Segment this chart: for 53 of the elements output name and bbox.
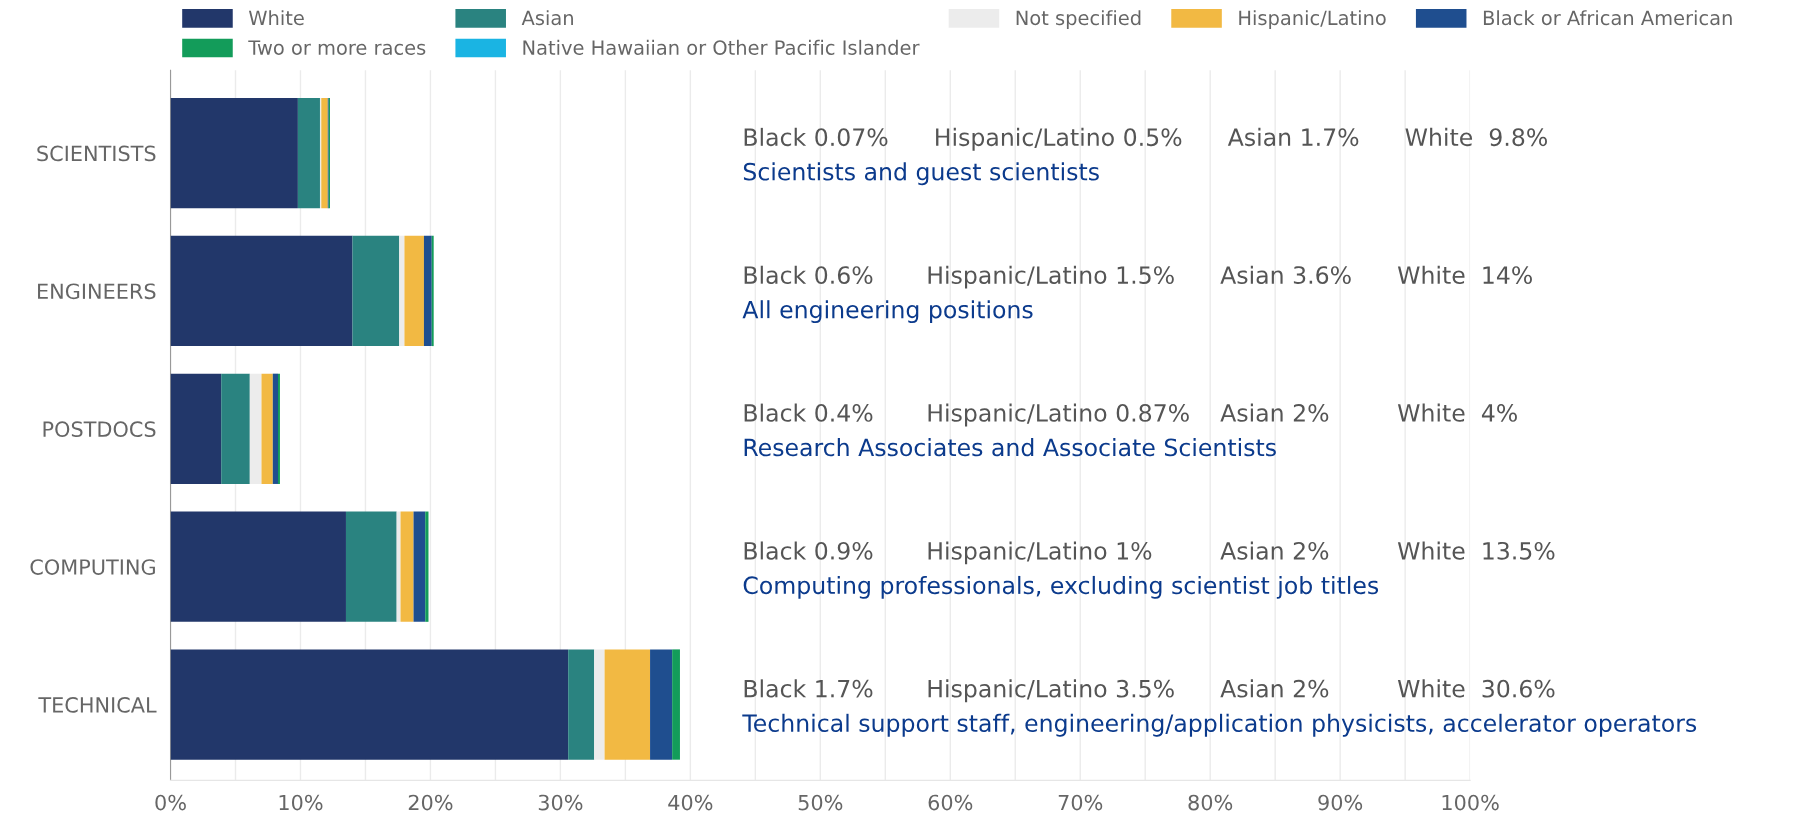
bar — [425, 511, 429, 622]
x-tick-label: 50% — [798, 794, 843, 811]
bar — [321, 97, 328, 209]
annotation: Black 1.7% Hispanic/Latino 3.5% Asian 2% White 30.6% Technical support staff, engineering/application physicists, accelerator operators — [742, 679, 1697, 737]
bar — [423, 235, 432, 347]
x-tick-label: 70% — [1058, 794, 1103, 811]
bar — [297, 97, 320, 209]
y-tick-label: COMPUTING — [30, 559, 155, 575]
bar — [672, 649, 680, 760]
bar — [221, 373, 250, 484]
x-tick-label: 30% — [538, 794, 583, 811]
x-tick-label: 80% — [1188, 794, 1233, 811]
bar — [170, 511, 346, 622]
x-tick-label: 60% — [928, 794, 973, 811]
bar — [352, 235, 400, 347]
y-tick-label: TECHNICAL — [38, 697, 157, 713]
bar — [400, 511, 414, 622]
bar — [261, 373, 273, 484]
bar — [594, 649, 605, 760]
legend-label: White — [248, 10, 304, 26]
bar — [345, 511, 397, 622]
annotation: Black 0.4% Hispanic/Latino 0.87% Asian 2% White 4% Research Associates and Associate Scientists — [744, 403, 1517, 457]
legend-label: Two or more races — [248, 40, 426, 55]
x-tick-label: 20% — [408, 794, 453, 811]
x-tick-label: 10% — [279, 794, 323, 811]
bar — [568, 649, 595, 760]
bar — [604, 649, 651, 760]
y-tick-label: POSTDOCS — [43, 421, 156, 438]
bar — [396, 511, 401, 622]
bar — [272, 373, 278, 484]
annotation: Black 0.6% Hispanic/Latino 1.5% Asian 3.6% White 14% All engineering positions — [742, 265, 1532, 324]
x-tick-label: 100% — [1442, 794, 1499, 811]
y-tick-label: ENGINEERS — [38, 283, 156, 300]
x-tick-label: 0% — [155, 794, 186, 811]
legend-label: Native Hawaiian or Other Pacific Islander — [523, 39, 920, 55]
legend-label: Hispanic/Latino — [1239, 10, 1386, 29]
legend-label: Not specified — [1016, 10, 1141, 29]
bar — [170, 97, 298, 209]
annotation: Black 0.07% Hispanic/Latino 0.5% Asian 1.7% White 9.8% Scientists and guest scientists — [743, 127, 1547, 186]
bar — [399, 235, 405, 347]
bar — [170, 373, 222, 484]
bar — [404, 235, 424, 347]
legend-label: Black or African American — [1483, 10, 1732, 26]
bar — [413, 511, 426, 622]
bar — [249, 373, 262, 484]
bar — [170, 235, 353, 347]
y-tick-label: SCIENTISTS — [37, 145, 156, 162]
legend-label: Asian — [521, 10, 573, 26]
bar — [170, 649, 569, 760]
annotation: Black 0.9% Hispanic/Latino 1% Asian 2% White 13.5% Computing professionals, excluding scientist job titles — [743, 541, 1555, 599]
bar — [650, 649, 673, 760]
x-tick-label: 90% — [1318, 794, 1363, 811]
x-tick-label: 40% — [668, 794, 713, 811]
